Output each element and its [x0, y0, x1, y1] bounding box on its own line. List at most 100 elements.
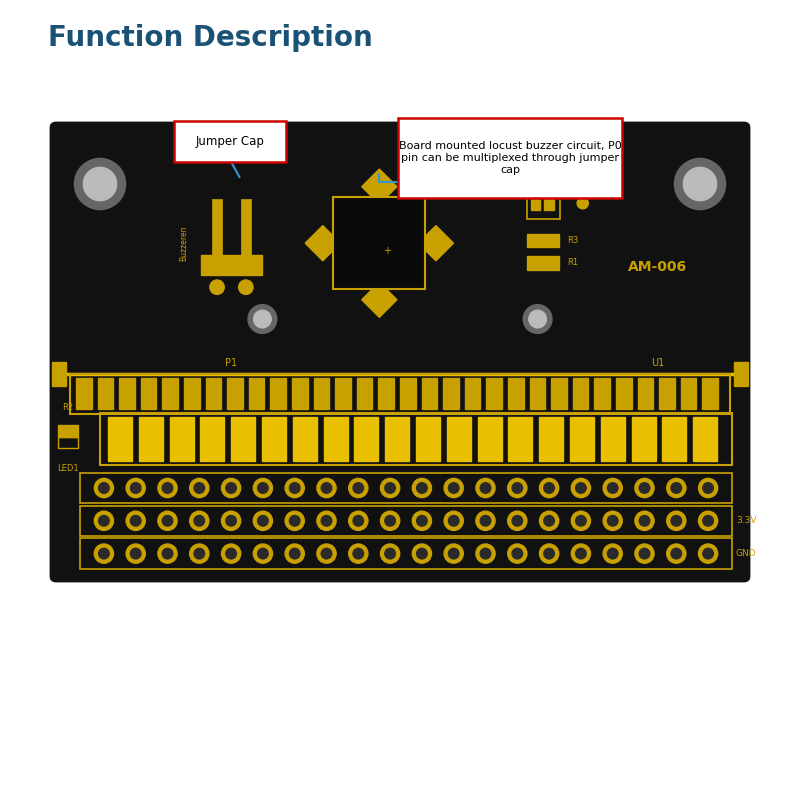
Circle shape — [381, 478, 400, 498]
Bar — [139, 417, 163, 461]
Circle shape — [126, 544, 146, 563]
Bar — [58, 438, 78, 449]
Circle shape — [385, 548, 395, 559]
Circle shape — [258, 515, 268, 526]
Circle shape — [544, 515, 554, 526]
Circle shape — [539, 544, 558, 563]
Text: 3.3V: 3.3V — [736, 516, 757, 526]
Circle shape — [317, 511, 336, 530]
Bar — [231, 417, 255, 461]
Text: AM-006: AM-006 — [629, 260, 687, 274]
Circle shape — [162, 482, 173, 494]
Text: LED1: LED1 — [57, 464, 79, 473]
Circle shape — [603, 478, 622, 498]
Bar — [681, 378, 696, 409]
Circle shape — [349, 511, 368, 530]
Circle shape — [290, 548, 300, 559]
Circle shape — [317, 478, 336, 498]
Circle shape — [698, 544, 718, 563]
Circle shape — [285, 544, 304, 563]
Circle shape — [539, 478, 558, 498]
Circle shape — [607, 548, 618, 559]
Circle shape — [162, 515, 173, 526]
Circle shape — [381, 544, 400, 563]
Circle shape — [476, 511, 495, 530]
Circle shape — [449, 548, 459, 559]
Circle shape — [512, 515, 522, 526]
Circle shape — [83, 167, 117, 201]
Circle shape — [317, 544, 336, 563]
Bar — [119, 378, 134, 409]
Text: +: + — [383, 246, 391, 256]
Circle shape — [639, 548, 650, 559]
Circle shape — [512, 548, 522, 559]
Bar — [693, 417, 718, 461]
Circle shape — [194, 515, 205, 526]
Circle shape — [254, 544, 273, 563]
Circle shape — [190, 544, 209, 563]
Bar — [465, 378, 480, 409]
Bar — [530, 378, 545, 409]
Circle shape — [635, 511, 654, 530]
Bar — [422, 378, 437, 409]
Bar — [58, 425, 78, 437]
Circle shape — [412, 544, 431, 563]
Circle shape — [607, 482, 618, 494]
Circle shape — [508, 511, 527, 530]
Circle shape — [449, 515, 459, 526]
Circle shape — [94, 511, 114, 530]
Circle shape — [226, 482, 236, 494]
Bar — [734, 362, 748, 386]
Circle shape — [571, 544, 590, 563]
Circle shape — [222, 544, 241, 563]
Bar — [443, 378, 458, 409]
Circle shape — [226, 515, 236, 526]
Circle shape — [674, 158, 726, 210]
Bar — [702, 378, 718, 409]
Text: R1: R1 — [566, 258, 578, 267]
Bar — [80, 473, 732, 503]
Circle shape — [480, 515, 490, 526]
Bar — [70, 374, 730, 414]
Circle shape — [290, 482, 300, 494]
Circle shape — [222, 478, 241, 498]
Bar — [400, 378, 415, 409]
Circle shape — [417, 548, 427, 559]
Circle shape — [258, 482, 268, 494]
Bar — [100, 413, 732, 465]
Bar — [335, 378, 350, 409]
Circle shape — [539, 511, 558, 530]
Bar — [200, 417, 225, 461]
Bar — [631, 417, 656, 461]
Circle shape — [635, 544, 654, 563]
Text: Jumper Cap: Jumper Cap — [195, 135, 265, 148]
Circle shape — [98, 548, 109, 559]
Text: GND: GND — [736, 549, 757, 558]
Polygon shape — [418, 226, 454, 261]
Bar — [539, 417, 563, 461]
Circle shape — [126, 511, 146, 530]
Circle shape — [671, 548, 682, 559]
Circle shape — [576, 515, 586, 526]
Bar — [616, 378, 631, 409]
Circle shape — [194, 548, 205, 559]
Circle shape — [607, 515, 618, 526]
Circle shape — [603, 511, 622, 530]
Bar — [241, 199, 251, 259]
Circle shape — [349, 478, 368, 498]
Circle shape — [98, 482, 109, 494]
Bar — [662, 417, 686, 461]
Bar — [249, 378, 264, 409]
FancyBboxPatch shape — [50, 122, 750, 582]
Text: Board mounted locust buzzer circuit, P0
pin can be multiplexed through jumper
ca: Board mounted locust buzzer circuit, P0 … — [398, 142, 622, 174]
Circle shape — [322, 482, 332, 494]
Bar — [486, 378, 502, 409]
Bar — [293, 417, 317, 461]
Circle shape — [254, 310, 271, 328]
Circle shape — [322, 515, 332, 526]
Circle shape — [258, 548, 268, 559]
Circle shape — [671, 482, 682, 494]
Circle shape — [571, 511, 590, 530]
Circle shape — [126, 478, 146, 498]
Bar — [314, 378, 329, 409]
